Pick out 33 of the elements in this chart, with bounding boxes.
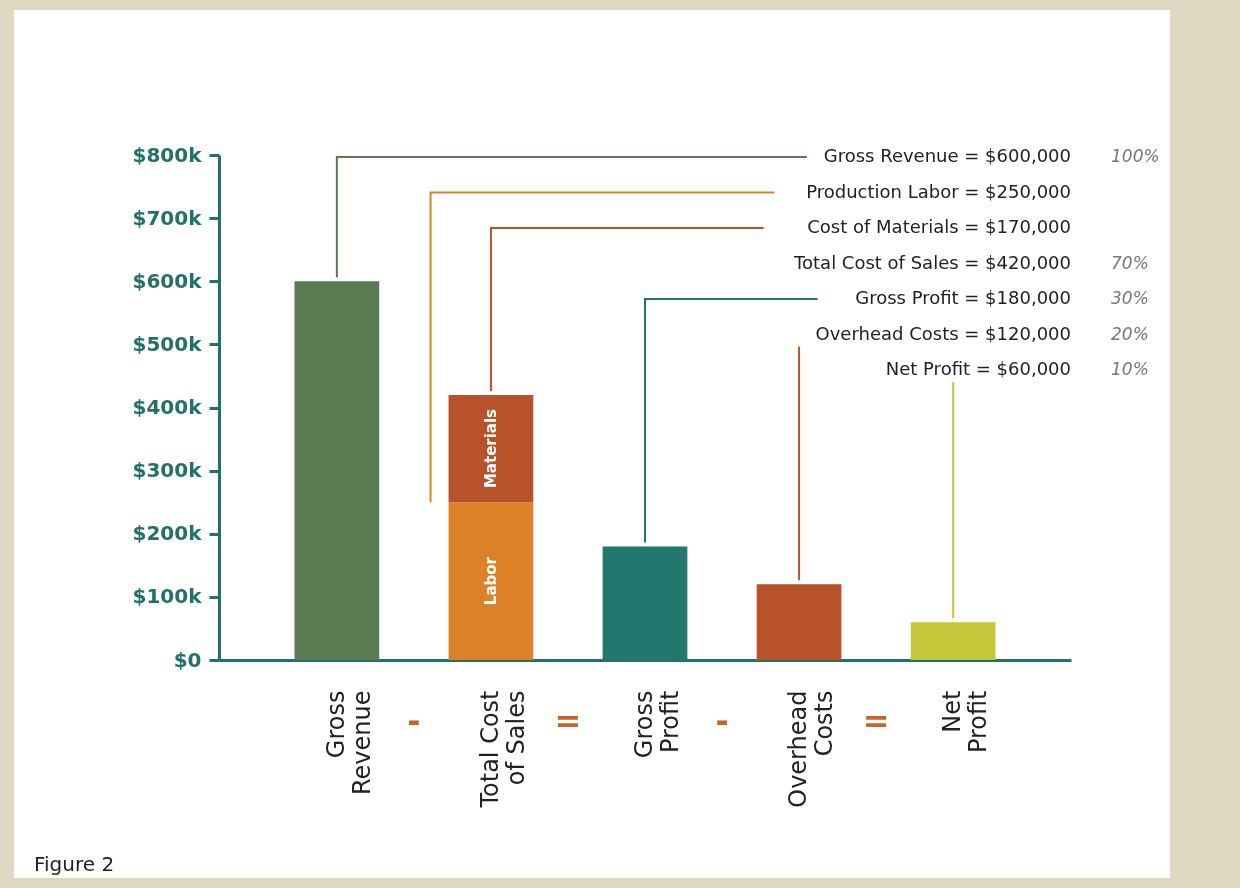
x-tick-label: Total Cost of Sales xyxy=(475,690,530,809)
text: 30% xyxy=(1111,288,1149,308)
annotation: Total Cost of Sales = $420,000 xyxy=(793,251,1071,273)
text: 20% xyxy=(1111,323,1149,344)
x-tick-label: Gross Revenue xyxy=(321,690,376,796)
annotation: Net Profit = $60,000 xyxy=(885,358,1071,379)
text: 100% xyxy=(1111,146,1160,166)
annotation: Gross Profit = $180,000 xyxy=(855,287,1071,308)
x-tick-label: Gross Profit xyxy=(630,690,684,759)
y-tick-label: $700k xyxy=(132,205,203,230)
y-tick-label: $0 xyxy=(173,647,202,672)
text: = xyxy=(862,702,890,740)
caption: Figure 2 xyxy=(34,852,115,876)
y-tick-label: $300k xyxy=(132,458,203,483)
x-tick-label: Overhead Costs xyxy=(784,690,839,808)
y-tick-label: $500k xyxy=(132,331,203,356)
text: 70% xyxy=(1111,252,1149,273)
text: = xyxy=(554,702,582,740)
y-tick-label: $800k xyxy=(132,142,203,167)
annotation: Overhead Costs = $120,000 xyxy=(815,322,1071,344)
annotation: Gross Revenue = $600,000 xyxy=(823,145,1071,166)
text: 10% xyxy=(1111,359,1149,379)
annotation: Production Labor = $250,000 xyxy=(806,180,1071,202)
y-tick-label: $100k xyxy=(132,584,203,609)
text: - xyxy=(407,702,421,740)
text: - xyxy=(715,702,729,740)
series-label: Labor xyxy=(481,556,500,606)
y-tick-label: $400k xyxy=(132,395,203,419)
annotation: Cost of Materials = $170,000 xyxy=(807,216,1071,237)
y-tick-label: $600k xyxy=(132,268,203,293)
series-label: Materials xyxy=(481,408,500,489)
x-tick-label: Net Profit xyxy=(938,690,993,754)
y-tick-label: $200k xyxy=(132,521,203,546)
